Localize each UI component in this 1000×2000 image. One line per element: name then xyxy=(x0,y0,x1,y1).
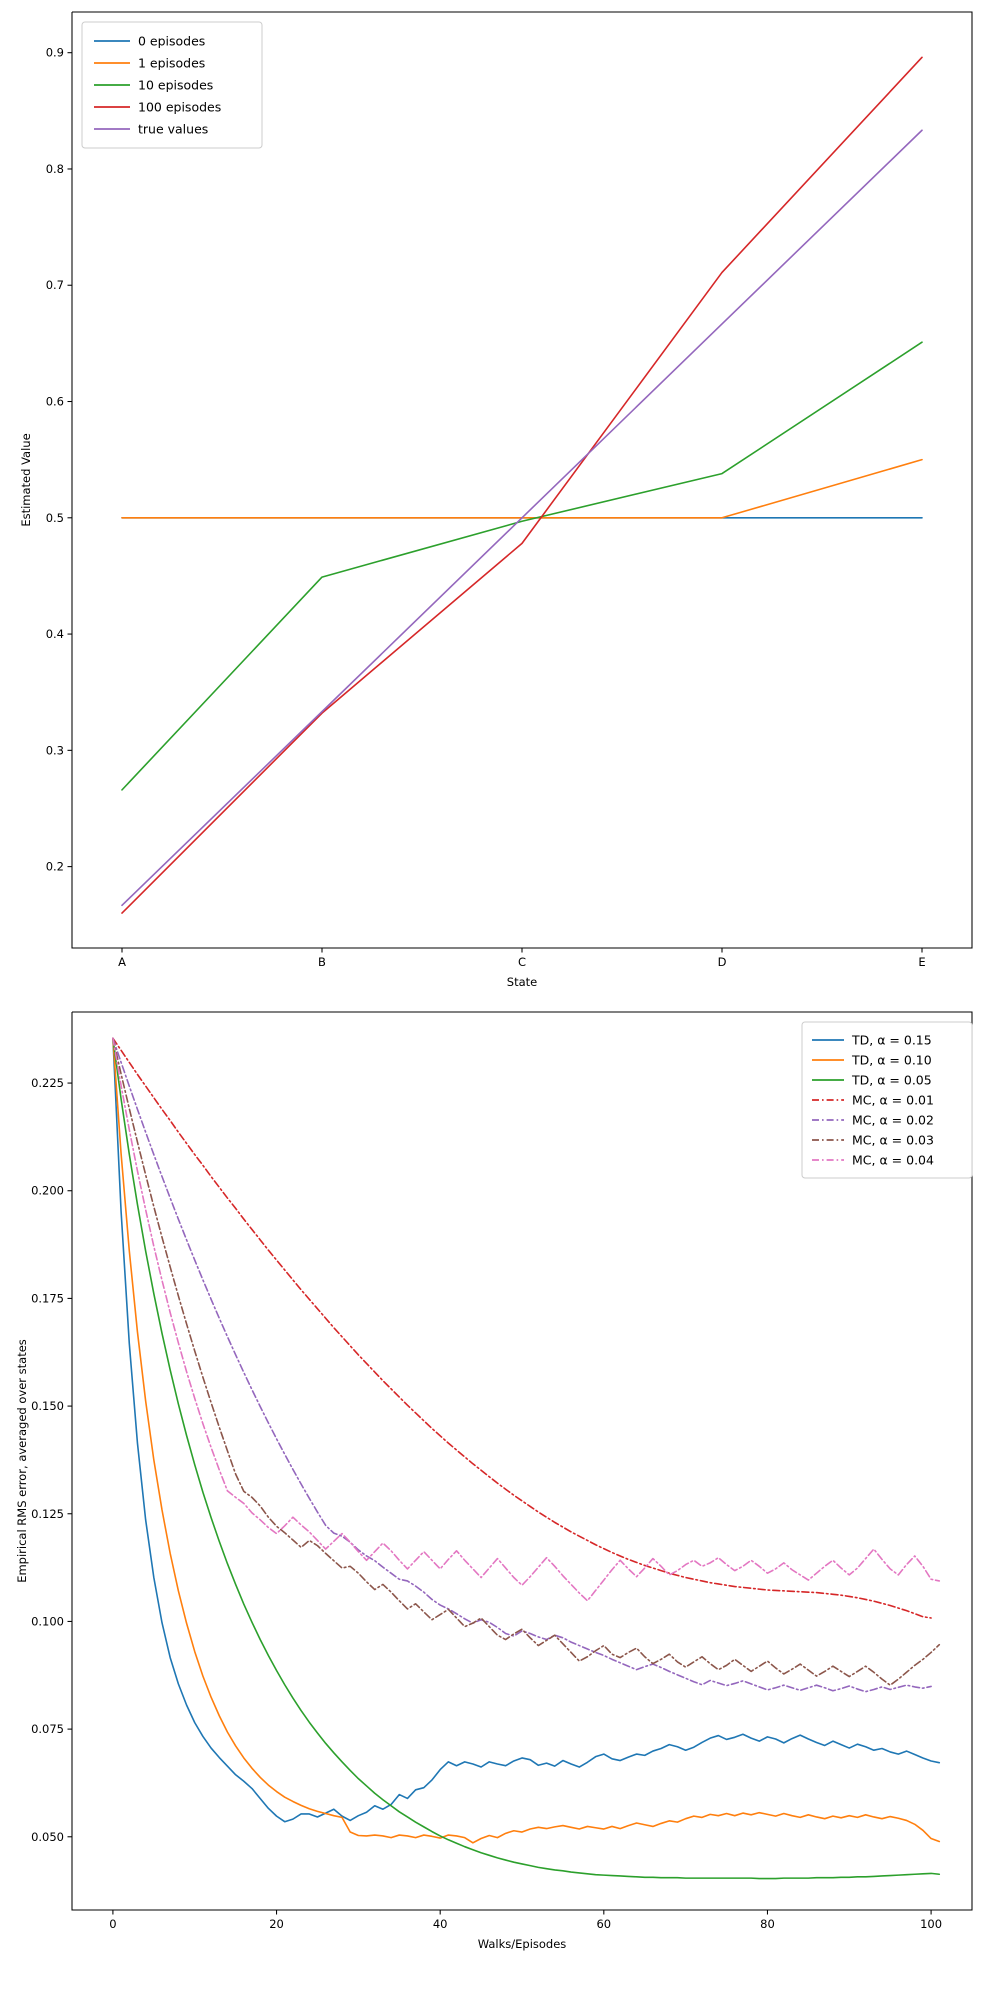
series-line-6 xyxy=(112,1037,941,1602)
y-tick-label: 0.8 xyxy=(46,162,64,176)
legend-label-0: 0 episodes xyxy=(138,34,205,49)
chart-panel-rms-error: 0.050 0.075 0.100 0.125 0.150 0.175 0.200 0.225… xyxy=(0,1000,1000,2000)
series-line-4 xyxy=(112,1037,932,1693)
legend-label-4: true values xyxy=(138,122,208,137)
value-estimates-svg: 0.2 0.3 0.4 0.5 0.6 0.7 0.8 0.9 A B C D E State Estima… xyxy=(19,11,973,989)
x-tick-label: D xyxy=(718,955,727,969)
x-tick-label: 20 xyxy=(269,1917,284,1931)
series-line-1 xyxy=(121,458,923,519)
x-tick-label: 0 xyxy=(109,1917,116,1931)
y-tick-label: 0.100 xyxy=(31,1614,64,1628)
series-line-5 xyxy=(112,1037,941,1686)
series-line-3 xyxy=(112,1037,932,1619)
x-tick-label: 100 xyxy=(920,1917,942,1931)
y-tick-label: 0.075 xyxy=(31,1722,64,1736)
x-tick-label: A xyxy=(118,955,126,969)
y-tick-label: 0.5 xyxy=(46,511,64,525)
legend-label-4: MC, α = 0.02 xyxy=(852,1113,934,1128)
y-tick-label: 0.6 xyxy=(46,395,64,409)
legend-label-2: TD, α = 0.05 xyxy=(851,1073,932,1088)
y-tick-label: 0.225 xyxy=(31,1076,64,1090)
series-line-1 xyxy=(112,1037,941,1844)
x-axis-title: State xyxy=(507,975,537,989)
rms-error-svg: 0.050 0.075 0.100 0.125 0.150 0.175 0.200 0.225… xyxy=(15,1011,973,1951)
legend-box xyxy=(801,1021,973,1179)
x-axis-title: Walks/Episodes xyxy=(478,1937,567,1951)
y-tick-label: 0.3 xyxy=(46,743,64,757)
legend-label-1: 1 episodes xyxy=(138,56,205,71)
y-axis-title: Empirical RMS error, averaged over state… xyxy=(15,1339,29,1583)
axes-frame xyxy=(71,11,973,949)
legend-label-3: 100 episodes xyxy=(138,100,221,115)
x-tick-label: 40 xyxy=(433,1917,448,1931)
x-tick-label: C xyxy=(518,955,526,969)
chart-panel-value-estimates: 0.2 0.3 0.4 0.5 0.6 0.7 0.8 0.9 A B C D E State Estima… xyxy=(19,11,973,989)
y-tick-label: 0.150 xyxy=(31,1399,64,1413)
x-tick-label: 60 xyxy=(596,1917,611,1931)
series-line-3 xyxy=(121,56,923,914)
y-tick-label: 0.2 xyxy=(46,860,64,874)
legend-label-0: TD, α = 0.15 xyxy=(851,1033,932,1048)
legend-label-6: MC, α = 0.04 xyxy=(852,1153,934,1168)
legend-label-2: 10 episodes xyxy=(138,78,213,93)
y-tick-label: 0.4 xyxy=(46,627,64,641)
series-line-0 xyxy=(112,1037,941,1823)
legend-label-5: MC, α = 0.03 xyxy=(852,1133,934,1148)
y-axis-title: Estimated Value xyxy=(19,433,33,526)
y-tick-label: 0.125 xyxy=(31,1507,64,1521)
y-tick-label: 0.175 xyxy=(31,1291,64,1305)
series-line-2 xyxy=(112,1037,941,1880)
series-line-4 xyxy=(121,129,923,907)
x-tick-label: B xyxy=(318,955,326,969)
y-tick-label: 0.050 xyxy=(31,1830,64,1844)
y-tick-label: 0.7 xyxy=(46,278,64,292)
y-tick-label: 0.200 xyxy=(31,1184,64,1198)
axes-frame xyxy=(71,1011,973,1911)
legend-label-3: MC, α = 0.01 xyxy=(852,1093,934,1108)
legend-label-1: TD, α = 0.10 xyxy=(851,1053,932,1068)
x-tick-label: 80 xyxy=(760,1917,775,1931)
series-line-2 xyxy=(121,341,923,791)
x-tick-label: E xyxy=(918,955,925,969)
y-tick-label: 0.9 xyxy=(46,46,64,60)
legend-box xyxy=(81,21,263,149)
